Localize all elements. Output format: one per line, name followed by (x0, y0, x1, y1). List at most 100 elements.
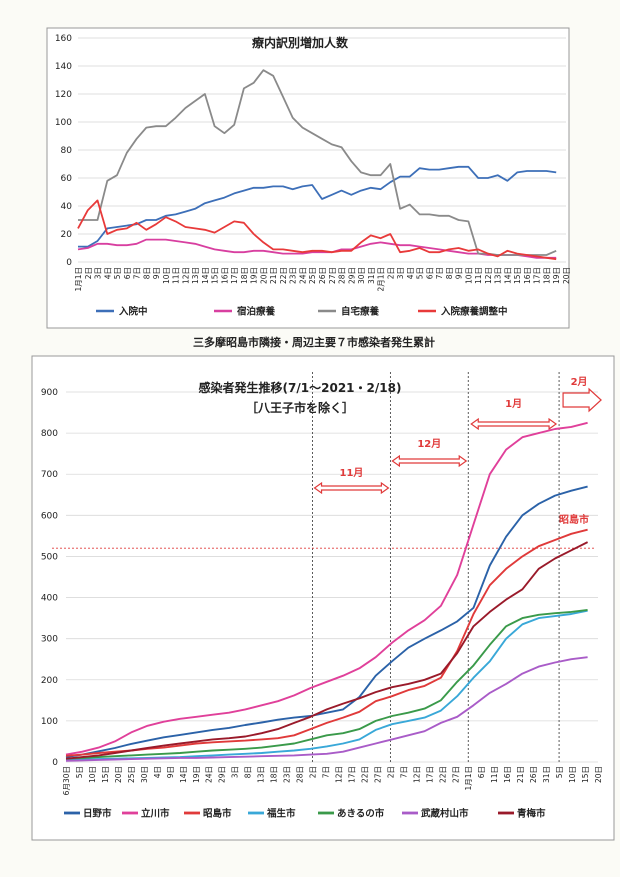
chart1-x-tick-label: 18日 (240, 267, 249, 284)
chart2-x-tick-label: 25日 (127, 766, 136, 783)
chart1-x-tick-label: 1月1日 (74, 267, 83, 292)
chart1-x-tick-label: 28日 (338, 267, 347, 284)
chart1-legend-label: 入院療養調整中 (440, 306, 508, 318)
arrow-nov (313, 481, 390, 495)
chart1-y-tick-label: 160 (55, 34, 72, 44)
chart1-x-tick-label: 5日 (416, 267, 425, 279)
chart1-x-tick-label: 8日 (142, 267, 151, 279)
chart2-x-tick-label: 12日 (412, 766, 421, 783)
arrow-dec-shape (391, 454, 468, 468)
chart1-gridlines (78, 37, 566, 263)
chart2-x-tick-label: 20日 (114, 766, 123, 783)
chart2-series-line (65, 541, 589, 760)
chart2-legend-label: 武蔵村山市 (421, 808, 469, 820)
chart2-x-tick-label: 2日 (386, 766, 395, 778)
chart2-legend-label: 立川市 (141, 808, 170, 820)
chart1-x-tick-label: 6日 (123, 267, 132, 279)
chart2-x-tick-label: 31日 (542, 766, 551, 783)
chart2-legend-label: 福生市 (266, 808, 296, 820)
chart2-series-line (65, 656, 588, 762)
chart1-x-tick-label: 20日 (259, 267, 268, 284)
chart1-x-tick-label: 18日 (542, 267, 551, 284)
chart2-series-lines (65, 421, 589, 762)
chart2-x-tick-label: 8日 (244, 766, 253, 778)
chart2-series-line (65, 485, 588, 759)
chart2-x-tick-label: 10日 (88, 766, 97, 783)
chart1-x-tick-label: 5日 (113, 267, 122, 279)
chart2-x-tick-label: 3日 (231, 766, 240, 778)
chart1-x-tick-label: 3日 (94, 267, 103, 279)
chart2-legend-label: 青梅市 (517, 808, 546, 820)
chart1-y-tick-label: 80 (61, 146, 73, 156)
chart2-x-tick-label: 4日 (153, 766, 162, 778)
chart1-x-tick-label: 26日 (318, 267, 327, 284)
chart2-y-tick-label: 800 (41, 429, 58, 439)
arrow-feb (562, 387, 602, 413)
chart2-x-tick-label: 27日 (451, 766, 460, 783)
arrow-jan (470, 417, 558, 431)
chart2-y-tick-label: 400 (41, 594, 58, 604)
chart2-x-tick-label: 11日 (490, 766, 499, 783)
middle-caption: 三多摩昭島市隣接・周辺主要７市感染者発生累計 (193, 335, 435, 349)
chart2-subtitle: ［八王子市を除く］ (246, 400, 354, 415)
chart1-series-line (77, 238, 557, 259)
chart1-x-tick-label: 19日 (250, 267, 259, 284)
chart1-x-tick-label: 11日 (474, 267, 483, 284)
chart2-x-tick-label: 15日 (581, 766, 590, 783)
chart2-x-tick-label: 19日 (192, 766, 201, 783)
arrow-nov-shape (313, 481, 390, 495)
chart2-title: 感染者発生推移(7/1～2021・2/18) (199, 380, 402, 395)
chart1-y-tick-labels: 0 20 40 60 80 100 120 140 160 (55, 34, 72, 268)
chart2-x-tick-label: 18日 (270, 766, 279, 783)
chart2-annotation-label: 1月 (505, 398, 522, 410)
chart1-y-tick-label: 120 (55, 90, 72, 100)
chart1-x-tick-label: 10日 (464, 267, 473, 284)
chart2-x-tick-label: 22日 (360, 766, 369, 783)
chart1-x-tick-label: 17日 (533, 267, 542, 284)
arrow-jan-shape (470, 417, 558, 431)
chart1-y-tick-label: 140 (55, 62, 72, 72)
chart2-x-tick-label: 1月1日 (464, 766, 473, 791)
chart2-y-tick-labels: 0 100 200 300 400 500 600 700 800 900 (41, 388, 58, 768)
chart2-x-tick-label: 20日 (594, 766, 603, 783)
chart1-legend: 入院中 宿泊療養 自宅療養 入院療養調整中 (96, 306, 508, 318)
chart1-x-tick-label: 31日 (367, 267, 376, 284)
chart2-x-tick-label: 26日 (529, 766, 538, 783)
chart1-x-tick-label: 29日 (347, 267, 356, 284)
chart2-x-tick-label: 6日 (477, 766, 486, 778)
chart1-x-tick-label: 4日 (406, 267, 415, 279)
chart2-x-tick-label: 30日 (140, 766, 149, 783)
chart1-y-tick-label: 20 (61, 230, 73, 240)
chart1-x-tick-label: 4日 (103, 267, 112, 279)
chart1-x-tick-label: 2日 (84, 267, 93, 279)
chart1-x-tick-label: 16日 (220, 267, 229, 284)
chart2-y-tick-label: 200 (41, 676, 58, 686)
chart2-x-tick-label: 7日 (399, 766, 408, 778)
chart1-x-tick-label: 27日 (328, 267, 337, 284)
chart1-legend-label: 入院中 (118, 306, 148, 318)
chart1-x-tick-label: 7日 (133, 267, 142, 279)
chart1-y-tick-label: 0 (66, 258, 72, 268)
chart1-title: 療内訳別増加人数 (252, 35, 349, 50)
chart2-series-line (65, 528, 588, 757)
chart2-y-tick-label: 600 (41, 511, 58, 521)
chart2-annotation-label: 2月 (571, 376, 588, 388)
chart1-x-tick-label: 9日 (455, 267, 464, 279)
chart1-x-tick-label: 24日 (298, 267, 307, 284)
chart1-x-tick-label: 12日 (181, 267, 190, 284)
chart1-x-tick-label: 16日 (523, 267, 532, 284)
chart2-x-tick-label: 5日 (75, 766, 84, 778)
chart2-x-tick-label: 17日 (347, 766, 356, 783)
chart2-x-tick-label: 15日 (101, 766, 110, 783)
chart2-legend-label: 昭島市 (203, 808, 232, 820)
chart1-x-tick-label: 23日 (289, 267, 298, 284)
chart2-legend-label: 日野市 (83, 808, 112, 820)
chart2-y-tick-label: 700 (41, 470, 58, 480)
chart2-x-tick-label: 28日 (296, 766, 305, 783)
chart1-legend-label: 自宅療養 (341, 306, 380, 318)
chart2-x-tick-labels: 6月30日 5日 10日 15日 20日 25日 30日 4日 9日 14日 19日 24日 29日 3日… (62, 766, 603, 795)
chart2-x-tick-label: 9日 (166, 766, 175, 778)
chart2-x-tick-label: 21日 (516, 766, 525, 783)
chart2-annotation-label: 昭島市 (559, 513, 589, 526)
